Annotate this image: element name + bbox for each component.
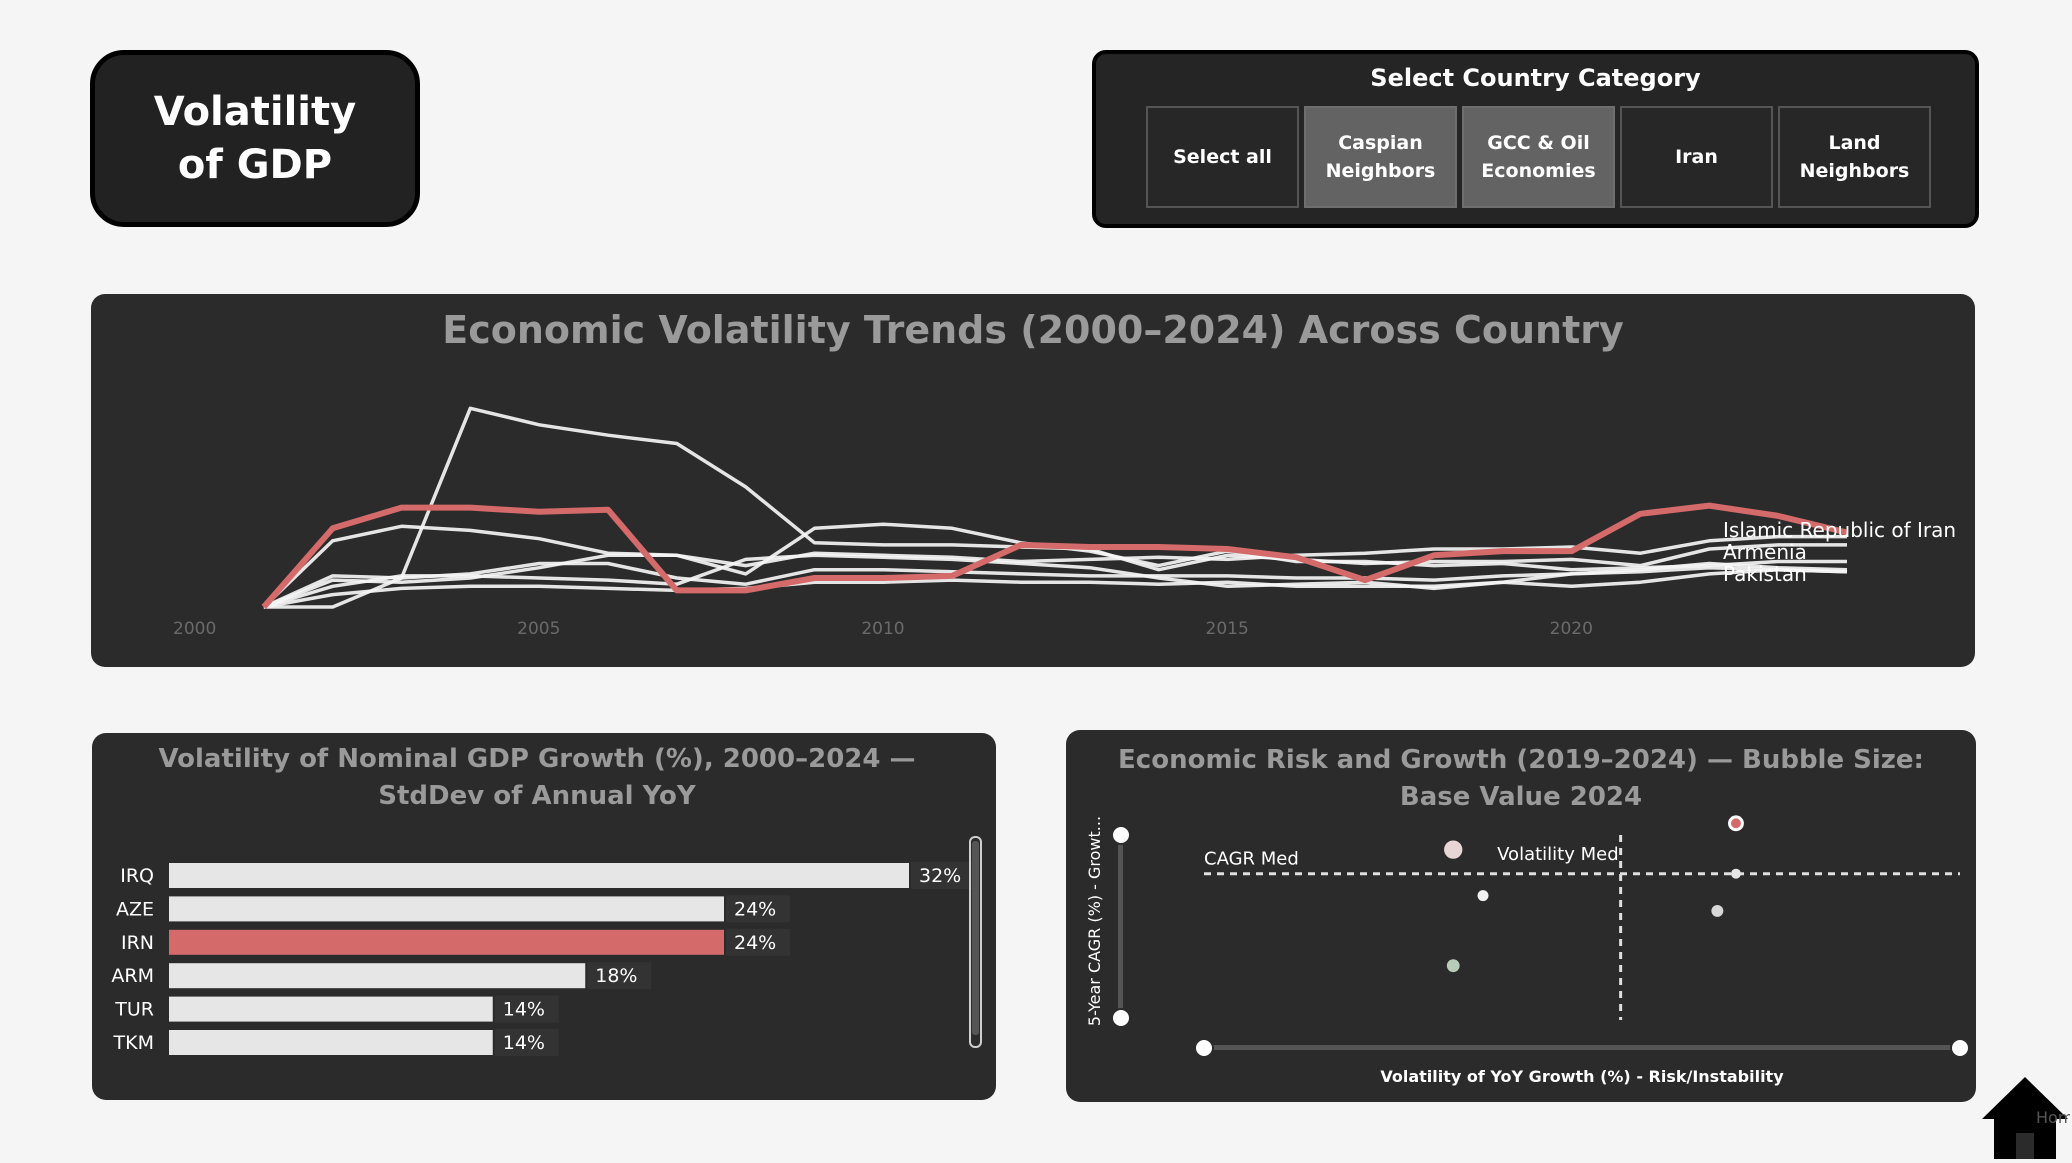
x-range-slider-handle — [1950, 1038, 1970, 1058]
bar-label-bg — [726, 928, 790, 956]
bar-category-label: TUR — [114, 999, 154, 1021]
bar-value-label: 14% — [503, 1032, 545, 1054]
scatter-chart-plot: CAGR Med Volatility Med Volatility of YoY … — [1085, 815, 1970, 1086]
bar-value-label: 24% — [734, 898, 776, 920]
page-title: Volatility of GDP — [153, 88, 357, 188]
slicer-option-caspian-neighbors[interactable]: Caspian Neighbors — [1304, 106, 1457, 208]
x-tick-label: 2020 — [1550, 619, 1593, 639]
x-tick-label: 2015 — [1206, 619, 1249, 639]
line-chart-title: Economic Volatility Trends (2000–2024) A… — [442, 308, 1624, 352]
y-range-slider-handle — [1111, 1008, 1131, 1028]
scatter-point — [1444, 840, 1463, 859]
y-range-slider-track — [1118, 834, 1123, 1017]
slicer-option-iran[interactable]: Iran — [1620, 106, 1773, 208]
bar-value-label: 18% — [595, 965, 637, 987]
scatter-point — [1477, 890, 1489, 902]
line-chart-plot: 2000 2005 2010 2015 2020 Islamic Republic of … — [173, 406, 1956, 639]
scrollbar-thumb — [972, 841, 979, 1035]
home-label: Home — [2036, 1108, 2070, 1127]
bar-label-bg — [911, 862, 975, 889]
bar-value-label: 24% — [734, 932, 776, 954]
bar-chart-title: Volatility of Nominal GDP Growth (%), 20… — [158, 744, 916, 811]
series-line — [263, 553, 1848, 609]
y-range-slider-handle — [1111, 825, 1131, 845]
country-category-slicer: Select Country Category Select all Caspi… — [1092, 50, 1979, 228]
reference-label-cagr-median: CAGR Med — [1204, 849, 1299, 870]
x-tick-label: 2000 — [173, 619, 216, 639]
bar-category-label: IRQ — [120, 865, 154, 887]
bar-value-label: 14% — [503, 999, 545, 1021]
scatter-point — [1711, 904, 1724, 917]
scatter-point — [1446, 959, 1460, 973]
x-range-slider-track — [1204, 1045, 1960, 1050]
bar-label-bg — [494, 995, 559, 1023]
bar — [169, 929, 724, 955]
scrollbar-track — [969, 836, 982, 1048]
x-axis-title: Volatility of YoY Growth (%) - Risk/Inst… — [1380, 1067, 1784, 1086]
bar-chart-plot: IRQ 32% AZE 24% IRN 24% ARM 18% TUR 14% TKM 14% — [111, 836, 982, 1056]
home-button[interactable]: Home — [1980, 1073, 2072, 1159]
bar — [169, 863, 909, 888]
bar — [169, 1030, 493, 1055]
home-icon: Home — [1982, 1077, 2072, 1159]
scatter-chart-title: Economic Risk and Growth (2019–2024) — B… — [1118, 745, 1924, 812]
bar-category-label: TKM — [113, 1032, 154, 1054]
bar-value-label: 32% — [919, 865, 961, 887]
bar-category-label: AZE — [116, 898, 154, 920]
volatility-trends-chart: Economic Volatility Trends (2000–2024) A… — [91, 294, 1975, 667]
page-title-card: Volatility of GDP — [90, 50, 420, 227]
slicer-option-land-neighbors[interactable]: Land Neighbors — [1778, 106, 1931, 208]
x-tick-label: 2010 — [861, 619, 904, 639]
bar-label-bg — [587, 962, 652, 990]
series-label: Armenia — [1723, 540, 1807, 564]
series-line-highlight — [261, 502, 1848, 609]
slicer-option-gcc-oil-economies[interactable]: GCC & Oil Economies — [1462, 106, 1615, 208]
scatter-point — [1730, 868, 1741, 879]
scatter-point-highlight — [1728, 815, 1744, 832]
gdp-volatility-bar-chart: Volatility of Nominal GDP Growth (%), 20… — [92, 733, 996, 1100]
y-axis-title: 5-Year CAGR (%) - Growt... — [1085, 816, 1104, 1026]
x-tick-label: 2005 — [517, 619, 560, 639]
slicer-title: Select Country Category — [1370, 64, 1701, 92]
bar — [169, 896, 724, 922]
bar-category-label: IRN — [121, 932, 154, 954]
risk-growth-scatter-chart: Economic Risk and Growth (2019–2024) — B… — [1066, 730, 1976, 1102]
bar-label-bg — [726, 895, 790, 923]
series-label: Pakistan — [1723, 562, 1807, 586]
series-label: Islamic Republic of Iran — [1723, 518, 1956, 542]
series-line — [263, 567, 1848, 609]
bar-category-label: ARM — [111, 965, 154, 987]
slicer-option-select-all[interactable]: Select all — [1146, 106, 1299, 208]
x-range-slider-handle — [1194, 1038, 1214, 1058]
bar-label-bg — [494, 1029, 559, 1056]
bar — [169, 963, 586, 989]
reference-label-volatility-median: Volatility Med — [1497, 844, 1618, 865]
bar — [169, 996, 493, 1022]
